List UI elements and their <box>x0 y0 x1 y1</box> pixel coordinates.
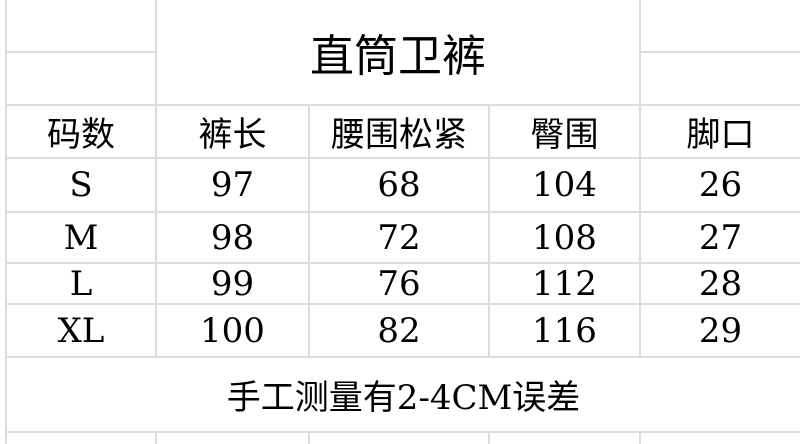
table-cell[interactable]: S <box>5 159 157 213</box>
table-cell[interactable]: 112 <box>490 264 641 305</box>
empty-cell[interactable] <box>641 433 800 444</box>
table-cell[interactable]: M <box>5 213 157 264</box>
empty-cell[interactable] <box>5 53 157 106</box>
table-cell[interactable]: 100 <box>157 305 310 358</box>
table-cell[interactable]: 99 <box>157 264 310 305</box>
table-cell[interactable]: 26 <box>641 159 800 213</box>
column-header[interactable]: 裤长 <box>157 106 310 159</box>
table-cell[interactable]: 116 <box>490 305 641 358</box>
table-cell[interactable]: 104 <box>490 159 641 213</box>
column-header[interactable]: 脚口 <box>641 106 800 159</box>
table-cell[interactable]: 76 <box>310 264 490 305</box>
empty-cell[interactable] <box>5 0 157 53</box>
table-cell[interactable]: 72 <box>310 213 490 264</box>
column-header[interactable]: 臀围 <box>490 106 641 159</box>
table-title[interactable]: 直筒卫裤 <box>157 0 641 106</box>
empty-cell[interactable] <box>641 53 800 106</box>
empty-cell[interactable] <box>641 0 800 53</box>
table-cell[interactable]: 108 <box>490 213 641 264</box>
table-cell[interactable]: L <box>5 264 157 305</box>
empty-cell[interactable] <box>490 433 641 444</box>
column-header[interactable]: 码数 <box>5 106 157 159</box>
empty-cell[interactable] <box>157 433 310 444</box>
measurement-note[interactable]: 手工测量有2-4CM误差 <box>5 358 800 433</box>
table-cell[interactable]: 28 <box>641 264 800 305</box>
table-cell[interactable]: 82 <box>310 305 490 358</box>
table-cell[interactable]: XL <box>5 305 157 358</box>
empty-cell[interactable] <box>310 433 490 444</box>
empty-cell[interactable] <box>5 433 157 444</box>
column-header[interactable]: 腰围松紧 <box>310 106 490 159</box>
table-cell[interactable]: 98 <box>157 213 310 264</box>
table-cell[interactable]: 97 <box>157 159 310 213</box>
table-cell[interactable]: 29 <box>641 305 800 358</box>
table-cell[interactable]: 68 <box>310 159 490 213</box>
table-cell[interactable]: 27 <box>641 213 800 264</box>
